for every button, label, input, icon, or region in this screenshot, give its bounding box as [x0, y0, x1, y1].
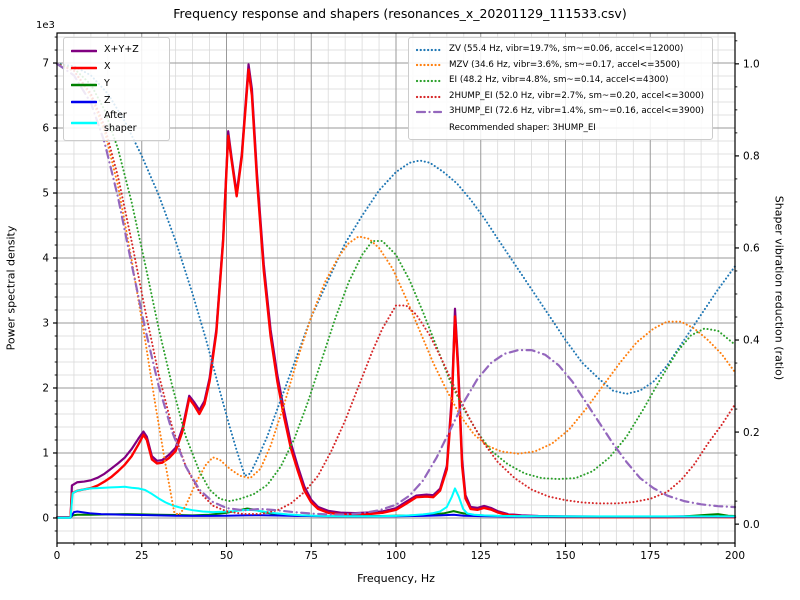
- legend-shapers: ZV (55.4 Hz, vibr=19.7%, sm~=0.06, accel…: [408, 37, 714, 140]
- legend-item-3HUMP-EI: 3HUMP_EI (72.6 Hz, vibr=1.4%, sm~=0.16, …: [416, 104, 704, 120]
- legend-swatch-dotted: [416, 95, 442, 98]
- series-ZV: [56, 62, 736, 477]
- x-tick-label: 125: [471, 550, 491, 562]
- x-tick-label: 25: [135, 550, 148, 562]
- chart-title: Frequency response and shapers (resonanc…: [173, 6, 627, 21]
- legend-item-After: After shaper: [71, 110, 160, 136]
- legend-item-EI: EI (48.2 Hz, vibr=4.8%, sm~=0.14, accel<…: [416, 73, 704, 89]
- legend-item-label: MZV (34.6 Hz, vibr=3.6%, sm~=0.17, accel…: [449, 59, 680, 70]
- legend-item-label: 2HUMP_EI (52.0 Hz, vibr=2.7%, sm~=0.20, …: [449, 90, 705, 101]
- legend-item-label: EI (48.2 Hz, vibr=4.8%, sm~=0.14, accel<…: [449, 75, 669, 86]
- x-tick-label: 175: [640, 550, 660, 562]
- legend-recommended-shaper: Recommended shaper: 3HUMP_EI: [449, 122, 596, 133]
- y-axis-offset-label: 1e3: [36, 20, 55, 31]
- legend-item-ZV: ZV (55.4 Hz, vibr=19.7%, sm~=0.06, accel…: [416, 42, 704, 58]
- y-left-tick-label: 4: [42, 253, 49, 265]
- series-After-shaper: [56, 485, 736, 519]
- x-tick-label: 75: [305, 550, 318, 562]
- series-X: [55, 68, 737, 519]
- legend-swatch-dashdot: [416, 111, 442, 114]
- y-left-tick-label: 1: [42, 448, 49, 460]
- y-right-tick-label: 1.0: [743, 59, 760, 71]
- legend-item-label: Z: [104, 95, 111, 107]
- legend-swatch-solid: [71, 121, 97, 125]
- legend-item-label: Y: [104, 78, 110, 90]
- legend-swatch-dotted: [416, 79, 442, 83]
- y-axis-label-right: Shaper vibration reduction (ratio): [772, 195, 786, 381]
- legend-psd: X+Y+Z X Y Z After shaper: [63, 37, 170, 141]
- x-tick-label: 100: [386, 550, 406, 562]
- legend-item-X+Y+Z: X+Y+Z: [71, 42, 160, 59]
- y-right-tick-label: 0.4: [743, 335, 760, 347]
- series-3HUMP-EI: [55, 62, 737, 516]
- y-left-tick-label: 7: [42, 58, 49, 70]
- y-axis-label-left: Power spectral density: [4, 225, 18, 351]
- series-EI: [56, 62, 736, 503]
- legend-item-Z: Z: [71, 93, 160, 110]
- y-left-tick-label: 2: [42, 383, 49, 395]
- legend-item-label: 3HUMP_EI (72.6 Hz, vibr=1.4%, sm~=0.16, …: [449, 106, 705, 117]
- legend-item-MZV: MZV (34.6 Hz, vibr=3.6%, sm~=0.17, accel…: [416, 58, 704, 74]
- legend-swatch-solid: [71, 83, 97, 86]
- y-right-tick-label: 0.2: [743, 427, 760, 439]
- x-tick-label: 150: [555, 550, 575, 562]
- legend-item-2HUMP-EI: 2HUMP_EI (52.0 Hz, vibr=2.7%, sm~=0.20, …: [416, 89, 704, 105]
- y-left-tick-label: 6: [42, 123, 49, 135]
- legend-item-label: X+Y+Z: [104, 44, 139, 56]
- x-axis-label: Frequency, Hz: [357, 572, 435, 585]
- legend-swatch-solid: [71, 66, 97, 69]
- legend-swatch-solid: [71, 100, 97, 103]
- y-left-tick-label: 0: [42, 513, 49, 525]
- y-left-tick-label: 3: [42, 318, 49, 330]
- legend-item-X: X: [71, 59, 160, 76]
- legend-swatch-dotted: [416, 64, 442, 67]
- y-left-tick-label: 5: [42, 188, 49, 200]
- x-tick-label: 200: [725, 550, 745, 562]
- y-right-tick-label: 0.8: [743, 151, 760, 163]
- series-Z: [56, 510, 736, 519]
- legend-item-Y: Y: [71, 76, 160, 93]
- series-2HUMP-EI: [56, 62, 736, 515]
- x-tick-label: 0: [54, 550, 61, 562]
- legend-item-label: After shaper: [104, 110, 137, 134]
- legend-swatch-dotted: [416, 48, 442, 51]
- legend-item-label: X: [104, 61, 111, 73]
- series-MZV: [56, 62, 736, 516]
- x-tick-label: 50: [220, 550, 233, 562]
- y-right-tick-label: 0.0: [743, 519, 760, 531]
- y-right-tick-label: 0.6: [743, 243, 760, 255]
- legend-swatch-solid: [71, 49, 97, 52]
- legend-item-label: ZV (55.4 Hz, vibr=19.7%, sm~=0.06, accel…: [449, 43, 684, 54]
